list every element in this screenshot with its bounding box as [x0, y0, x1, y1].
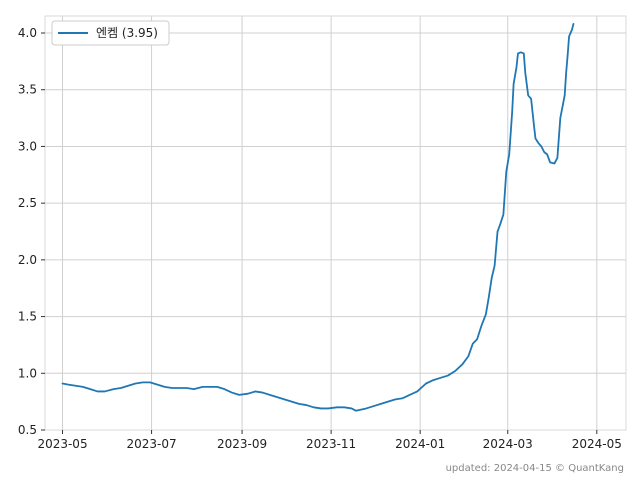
y-tick-label: 2.0: [18, 253, 37, 267]
plot-border: [44, 15, 627, 431]
y-tick-label: 0.5: [18, 423, 37, 437]
y-tick-label: 3.5: [18, 83, 37, 97]
x-tick-label: 2024-01: [395, 437, 445, 451]
series-line: [61, 23, 575, 412]
y-tick-label: 3.0: [18, 139, 37, 153]
grid-lines: [45, 16, 626, 431]
legend-box: [51, 20, 170, 46]
legend-label: 엔켐 (3.95): [96, 26, 158, 40]
x-axis: 2023-05 2023-07 2023-09 2023-11 2024-01 2024-…: [37, 430, 622, 451]
series-group: [61, 23, 575, 412]
y-tick-label: 4.0: [18, 26, 37, 40]
x-tick-label: 2023-05: [37, 437, 87, 451]
x-tick-label: 2023-11: [306, 437, 356, 451]
y-tick-label: 2.5: [18, 196, 37, 210]
y-tick-label: 1.0: [18, 366, 37, 380]
legend: 엔켐 (3.95): [51, 20, 170, 46]
x-tick-label: 2023-09: [217, 437, 267, 451]
y-tick-label: 1.5: [18, 310, 37, 324]
footer-updated: updated: 2024-04-15 © QuantKang: [446, 463, 624, 474]
y-axis: 0.5 1.0 1.5 2.0 2.5 3.0 3.5 4.0: [18, 26, 45, 437]
x-tick-label: 2023-07: [126, 437, 176, 451]
plot-area: [45, 16, 626, 430]
x-tick-label: 2024-05: [572, 437, 622, 451]
x-tick-label: 2024-03: [483, 437, 533, 451]
